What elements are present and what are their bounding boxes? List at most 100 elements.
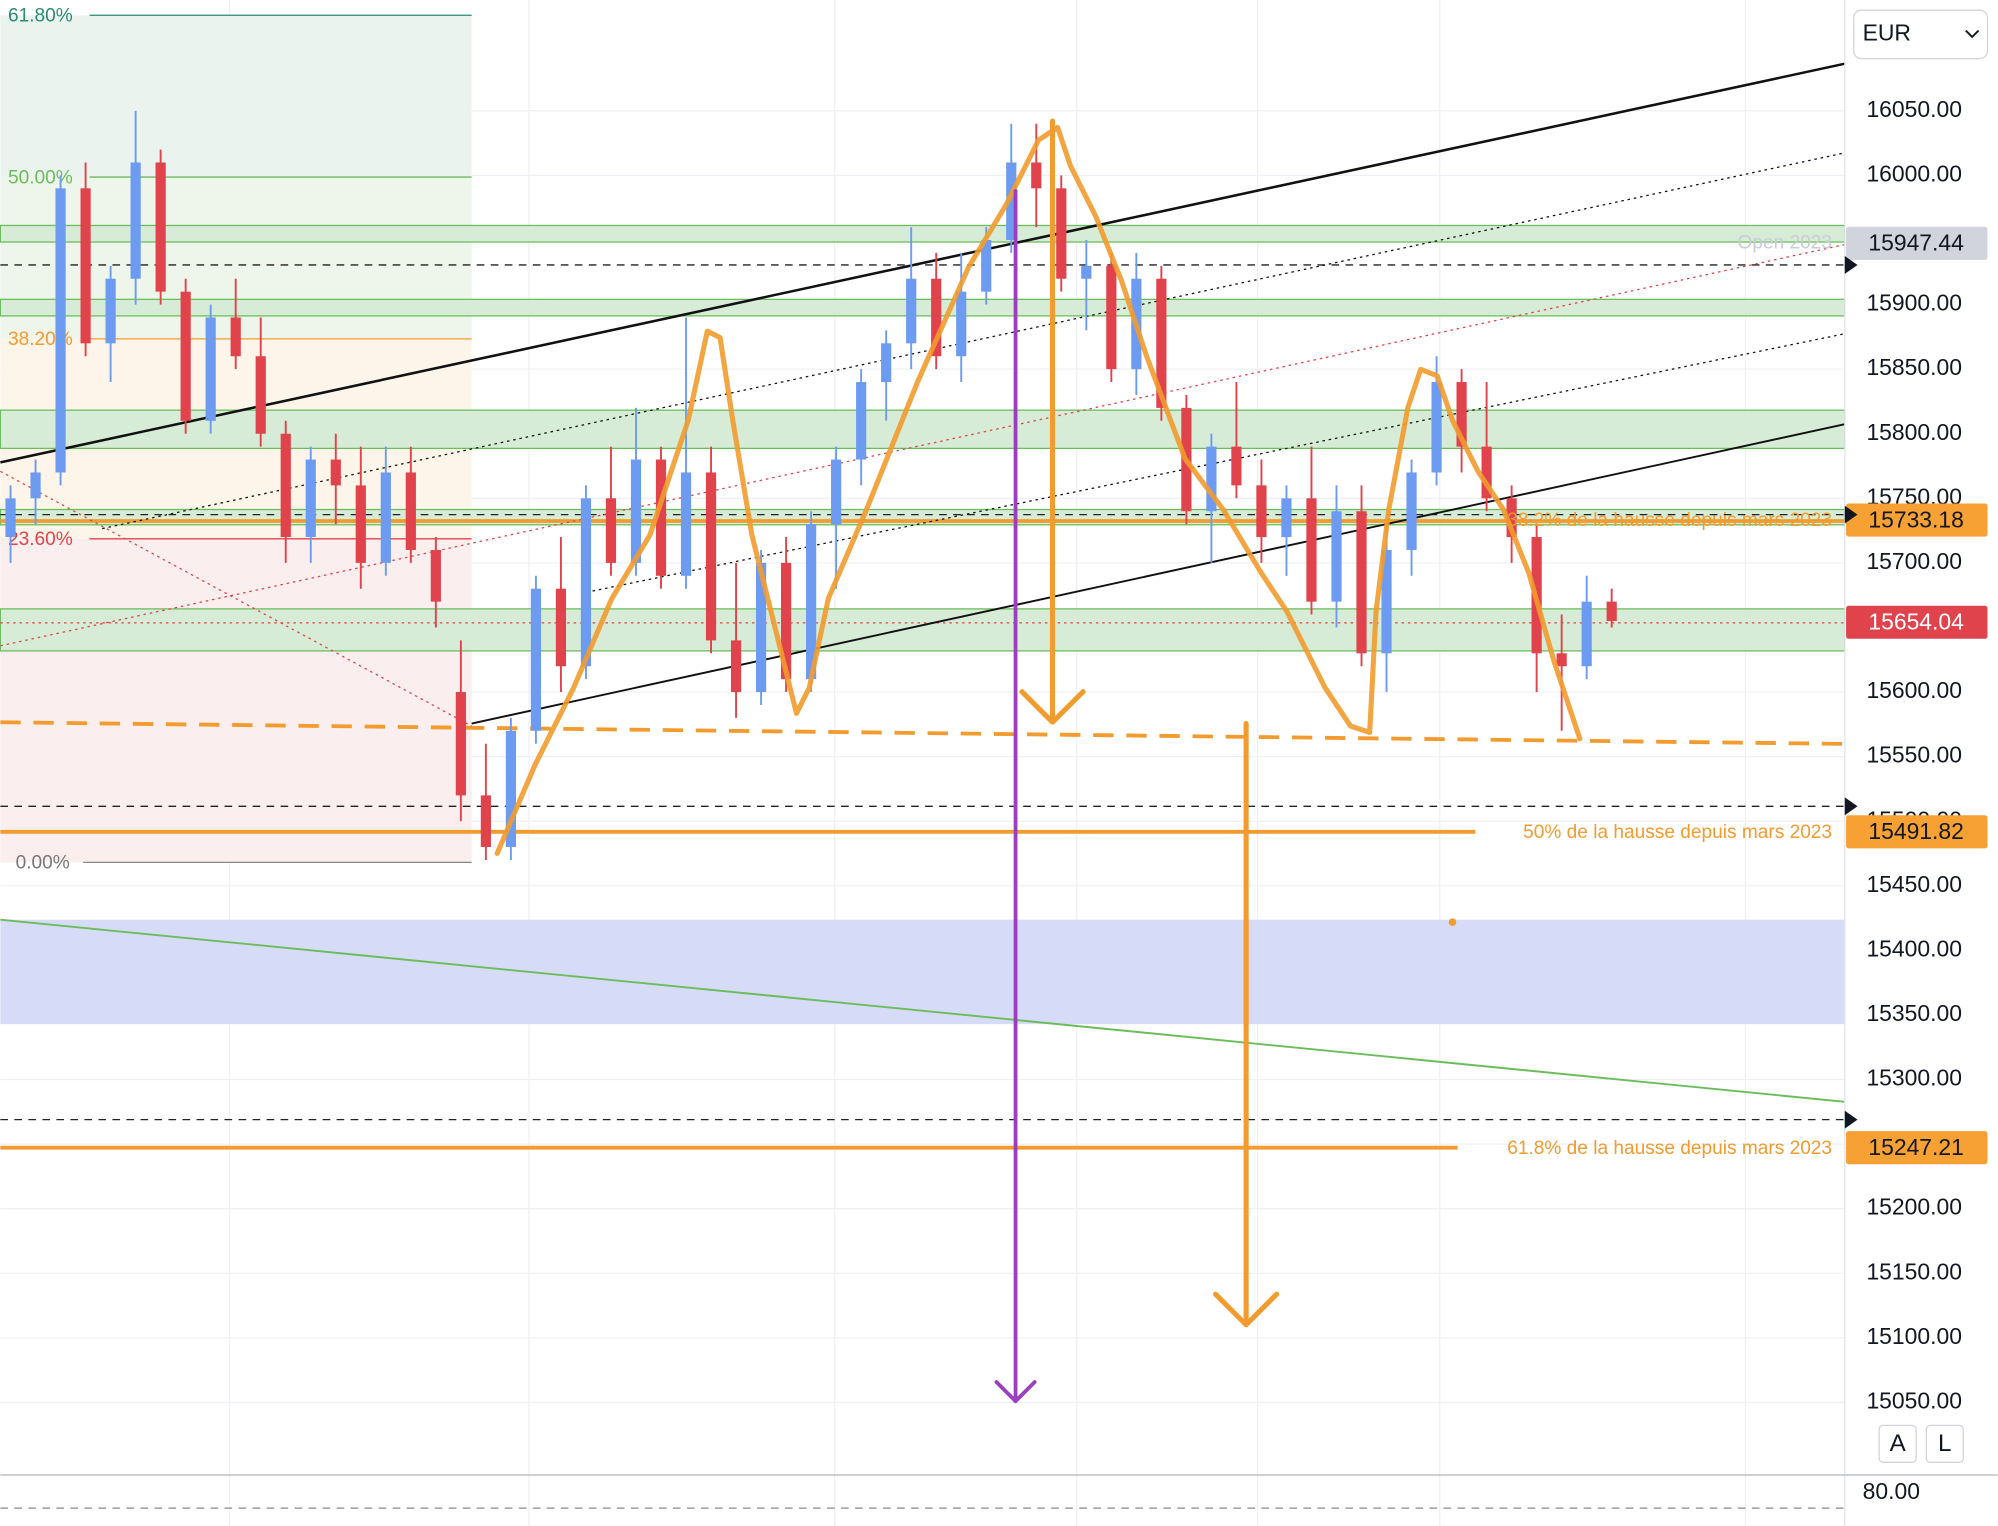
price-tick-label: 15050.00 — [1866, 1387, 1962, 1413]
support-zone — [0, 298, 1846, 317]
candle-body — [831, 459, 842, 525]
price-tick-label: 15100.00 — [1866, 1323, 1962, 1349]
candle-body — [255, 356, 266, 434]
neckline — [0, 720, 1845, 746]
candle-body — [630, 459, 642, 563]
button-label[interactable]: L — [1938, 1430, 1951, 1457]
candle-body — [155, 162, 166, 292]
candle-body — [856, 382, 867, 460]
trend-lines — [0, 62, 1846, 1103]
price-tag — [1846, 815, 1988, 849]
candle-body — [781, 562, 792, 680]
annotation: 38.2% de la hausse depuis mars 2023 — [1507, 510, 1832, 531]
candle-body — [806, 524, 817, 680]
drawings — [494, 118, 1583, 1404]
fib-label: 50.00% — [8, 167, 73, 188]
candle-body — [655, 459, 667, 576]
price-tick-label: 15350.00 — [1866, 1000, 1962, 1026]
price-tag — [1846, 1131, 1988, 1165]
candle-body — [355, 485, 366, 563]
candle-body — [455, 692, 466, 796]
price-tick-label: 15300.00 — [1866, 1065, 1962, 1091]
trend-line — [0, 918, 1845, 1103]
select-box[interactable] — [1853, 9, 1989, 60]
trend-line — [0, 62, 1846, 464]
candle-body — [1556, 653, 1567, 667]
candle-body — [730, 640, 742, 693]
candle-body — [55, 188, 66, 473]
vertical-grid — [228, 0, 1747, 1526]
candle-body — [956, 291, 967, 357]
candle-body — [130, 162, 141, 279]
price-tag-label: 15733.18 — [1868, 506, 1964, 532]
arrow-marker — [1844, 797, 1858, 816]
candle-body — [1106, 265, 1117, 370]
pane-tick-label: 80.00 — [1863, 1478, 1920, 1504]
candle-body — [906, 278, 917, 344]
price-tag — [1846, 605, 1988, 639]
candle-body — [505, 730, 516, 848]
price-tick-label: 15550.00 — [1866, 742, 1962, 768]
candle-body — [881, 343, 892, 383]
candle-body — [5, 498, 16, 538]
trend-line — [586, 333, 1845, 593]
candle-body — [430, 549, 441, 602]
candle-body — [280, 433, 291, 538]
candle-body — [1381, 549, 1392, 654]
support-zone — [0, 409, 1846, 450]
annotation: 61.8% de la hausse depuis mars 2023 — [1507, 1138, 1832, 1159]
candle-body — [105, 278, 116, 344]
price-tick-label: 15150.00 — [1866, 1258, 1962, 1284]
candle-body — [405, 472, 416, 550]
candle-body — [555, 588, 567, 667]
candle-body — [1081, 265, 1092, 279]
candle-body — [1431, 382, 1442, 473]
candle-body — [80, 188, 91, 344]
price-tick-label: 15800.00 — [1866, 419, 1962, 445]
annotation: Open 2023 — [1738, 232, 1833, 253]
fib-zone — [0, 538, 472, 863]
price-tick-label: 16000.00 — [1866, 160, 1962, 186]
button-label[interactable]: A — [1890, 1430, 1907, 1457]
target-zone — [0, 919, 1845, 1025]
candle-body — [981, 239, 992, 292]
candle-body — [1606, 601, 1617, 622]
arrow-marker — [1844, 505, 1858, 524]
candle-body — [580, 498, 592, 667]
candle-body — [680, 472, 692, 576]
price-tag-label: 15947.44 — [1868, 230, 1964, 256]
candle-body — [305, 459, 316, 538]
candle-body — [1056, 188, 1067, 279]
pattern-sketch — [494, 124, 1583, 856]
select-value[interactable]: EUR — [1863, 19, 1911, 45]
fib-label: 0.00% — [16, 853, 70, 874]
candle-body — [1331, 511, 1342, 602]
candle-body — [205, 317, 216, 421]
arrow-marker — [1844, 256, 1858, 274]
candle-body — [480, 795, 491, 848]
price-tick-label: 15900.00 — [1866, 290, 1962, 316]
candle-body — [1281, 498, 1292, 538]
candle-body — [380, 472, 391, 563]
trend-line — [471, 423, 1845, 725]
arrow-head — [1212, 1291, 1280, 1328]
candle-body — [1231, 446, 1242, 486]
log-button[interactable] — [1925, 1424, 1964, 1463]
support-zone — [0, 224, 1846, 243]
candle-body — [755, 562, 767, 693]
auto-button[interactable] — [1878, 1424, 1917, 1463]
levels — [0, 264, 1845, 1150]
candle-body — [1031, 162, 1042, 189]
price-tick-label: 15400.00 — [1866, 935, 1962, 961]
candle-body — [1256, 485, 1267, 538]
trend-line — [0, 243, 1845, 647]
price-tick-label: 15450.00 — [1866, 871, 1962, 897]
arrow-head — [1019, 689, 1086, 725]
fib-label: 61.80% — [8, 6, 73, 27]
candle-body — [1456, 382, 1467, 447]
price-tick-label: 15850.00 — [1866, 354, 1962, 380]
candles — [5, 110, 1617, 860]
price-tick-label: 15700.00 — [1866, 548, 1962, 574]
currency-select[interactable]: EUR — [1853, 9, 1989, 60]
